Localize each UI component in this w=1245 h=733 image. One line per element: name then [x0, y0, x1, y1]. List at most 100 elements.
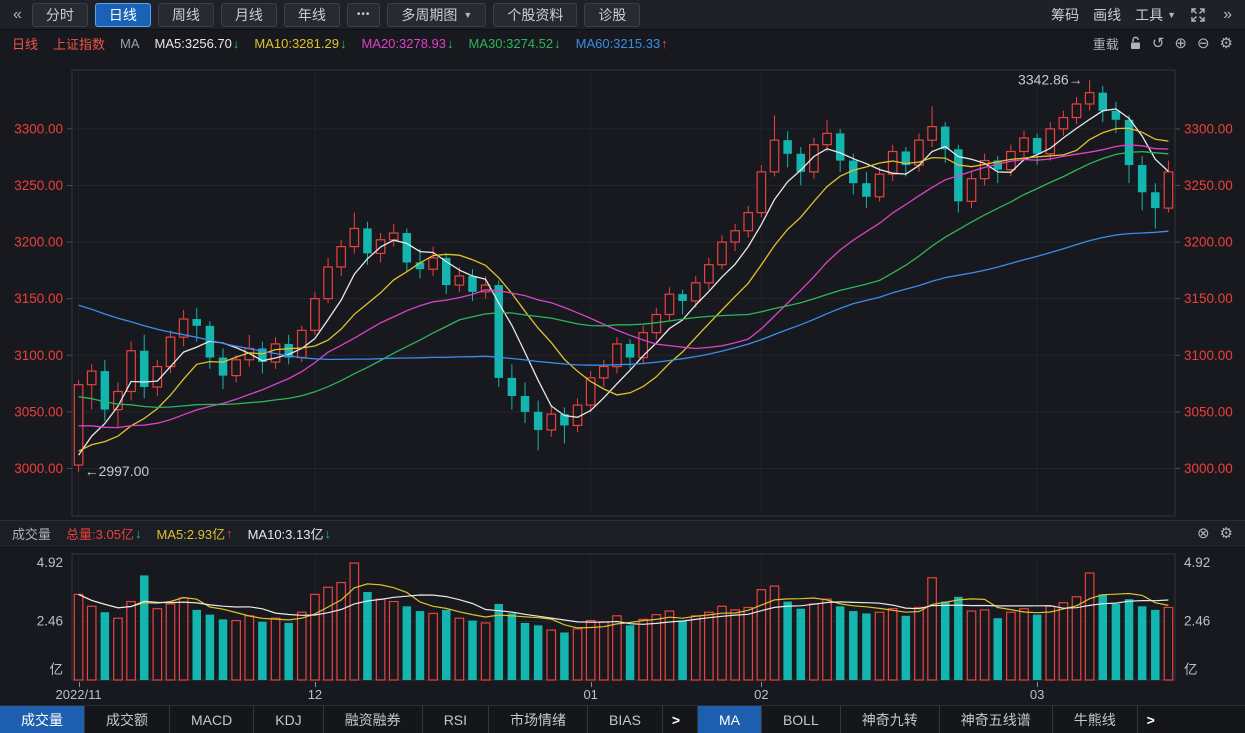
- indicator-tab[interactable]: MACD: [170, 706, 255, 733]
- svg-text:3300.00: 3300.00: [1184, 121, 1233, 136]
- indicator-tab[interactable]: 成交额: [85, 706, 170, 733]
- sub-indicator-tabs: 成交量 成交额 MACD KDJ 融资融券 RSI 市场情绪 BIAS: [0, 706, 663, 733]
- arrow-down-icon: ↓: [447, 35, 454, 51]
- time-axis-tick: [78, 682, 80, 687]
- zoom-out-icon[interactable]: ⊖: [1196, 34, 1210, 52]
- settings-gear-icon[interactable]: ⚙: [1219, 34, 1233, 52]
- svg-text:2.46: 2.46: [1184, 614, 1210, 629]
- time-axis-tick: [314, 682, 316, 687]
- svg-text:亿: 亿: [50, 662, 64, 677]
- time-axis-label: 12: [307, 687, 323, 702]
- arrow-down-icon: ↓: [339, 35, 347, 51]
- svg-text:3200.00: 3200.00: [1184, 235, 1233, 250]
- indicator-tab[interactable]: RSI: [423, 706, 490, 733]
- close-circle-icon[interactable]: ⊗: [1196, 524, 1210, 542]
- indicator-tab[interactable]: BIAS: [588, 706, 663, 733]
- indicator-tab[interactable]: 神奇九转: [841, 706, 940, 733]
- arrow-down-icon: ↓: [134, 525, 142, 541]
- price-chart-svg: 3000.00 3000.00 3050.00 3050.00 3100.00 3100.…: [14, 69, 1233, 517]
- indicator-tab[interactable]: 融资融券: [324, 706, 423, 733]
- svg-text:亿: 亿: [1184, 662, 1198, 677]
- period-tab[interactable]: 分时: [31, 2, 88, 27]
- indicator-value: MA60:3215.33 ↑: [576, 36, 668, 51]
- indicator-tab[interactable]: MA: [696, 706, 762, 733]
- indicator-value: MA30:3274.52 ↓: [469, 36, 561, 51]
- indicator-value-label: MA60:3215.33: [575, 35, 661, 51]
- indicator-value-label: MA10:3.13亿: [247, 526, 324, 542]
- volume-indicator-bar: 成交量 总量:3.05亿 ↓ MA5:2.93亿 ↑ MA10:3.13亿 ↓ ⊗ ⚙: [0, 520, 1245, 546]
- symbol-name[interactable]: 上证指数: [53, 36, 106, 52]
- indicator-tab[interactable]: 神奇五线谱: [940, 706, 1053, 733]
- more-overlay-indicators-icon[interactable]: >: [1146, 711, 1155, 728]
- indicator-value-label: 总量:3.05亿: [66, 526, 134, 542]
- overlay-indicator-tabs: MA BOLL 神奇九转 神奇五线谱 牛熊线: [696, 706, 1138, 733]
- svg-text:←2997.00: ←2997.00: [85, 463, 150, 479]
- multi-period-chart-button[interactable]: 多周期图 ▼: [387, 2, 487, 27]
- svg-text:4.92: 4.92: [37, 555, 63, 570]
- indicator-value: MA20:3278.93 ↓: [361, 36, 453, 51]
- indicator-tab[interactable]: BOLL: [762, 706, 841, 733]
- time-axis-label: 02: [754, 687, 769, 702]
- reload-button[interactable]: 重载: [1092, 36, 1119, 52]
- svg-text:3100.00: 3100.00: [1184, 348, 1233, 363]
- arrow-up-icon: ↑: [661, 35, 668, 51]
- forward-chevrons-icon[interactable]: »: [1223, 5, 1232, 23]
- draw-line-button[interactable]: 画线: [1093, 6, 1122, 23]
- time-axis-label: 01: [583, 687, 598, 702]
- period-tab[interactable]: 日线: [94, 2, 151, 27]
- svg-text:3100.00: 3100.00: [14, 348, 63, 363]
- more-sub-indicators-icon[interactable]: >: [671, 711, 681, 728]
- svg-text:3050.00: 3050.00: [1184, 404, 1233, 419]
- indicator-tab-bar: 成交量 成交额 MACD KDJ 融资融券 RSI 市场情绪 BIAS > MA BOLL 神奇九…: [0, 705, 1245, 733]
- back-chevrons-icon[interactable]: «: [13, 5, 22, 23]
- arrow-down-icon: ↓: [232, 35, 240, 51]
- svg-text:3000.00: 3000.00: [14, 461, 63, 476]
- undo-icon[interactable]: ↺: [1151, 34, 1165, 52]
- time-axis-label: 2022/11: [55, 687, 102, 702]
- svg-text:3150.00: 3150.00: [1184, 291, 1233, 306]
- arrow-up-icon: ↑: [226, 525, 233, 541]
- indicator-value-label: MA10:3281.29: [254, 35, 339, 51]
- period-tab[interactable]: 周线: [157, 2, 214, 27]
- indicator-value: 总量:3.05亿 ↓: [66, 524, 141, 543]
- caret-down-icon: ▼: [1167, 9, 1177, 20]
- stock-info-button[interactable]: 个股资料: [493, 2, 578, 27]
- indicator-tab[interactable]: KDJ: [254, 706, 324, 733]
- price-chart[interactable]: 3000.00 3000.00 3050.00 3050.00 3100.00 3100.…: [0, 56, 1245, 520]
- indicator-value: MA5:2.93亿 ↑: [156, 524, 232, 543]
- svg-text:3150.00: 3150.00: [14, 291, 63, 306]
- svg-text:3342.86→: 3342.86→: [1018, 71, 1083, 87]
- diagnose-stock-button[interactable]: 诊股: [584, 2, 641, 27]
- indicator-tab[interactable]: 市场情绪: [489, 706, 589, 733]
- tools-dropdown[interactable]: 工具 ▼: [1135, 5, 1176, 25]
- time-axis-label: 03: [1029, 687, 1045, 702]
- lock-open-icon[interactable]: [1129, 36, 1142, 50]
- time-axis: 2022/11 12 01 02 03: [0, 682, 1245, 705]
- period-label[interactable]: 日线: [12, 36, 39, 52]
- zoom-in-icon[interactable]: ⊕: [1174, 34, 1187, 52]
- more-periods-button[interactable]: •••: [346, 2, 381, 27]
- period-tab-group: 分时 日线 周线 月线 年线: [31, 2, 340, 27]
- top-toolbar-right: 筹码 画线 工具 ▼ »: [1051, 5, 1235, 25]
- period-tab[interactable]: 年线: [283, 2, 340, 27]
- chips-button[interactable]: 筹码: [1051, 6, 1080, 23]
- fullscreen-icon[interactable]: [1190, 7, 1206, 23]
- indicator-tab[interactable]: 成交量: [0, 706, 85, 733]
- svg-text:3050.00: 3050.00: [14, 404, 63, 419]
- top-toolbar: « 分时 日线 周线 月线 年线 ••• 多周期图 ▼ 个股资料 诊股 筹码 画线 工具…: [0, 0, 1245, 30]
- caret-down-icon: ▼: [463, 9, 473, 20]
- multi-period-label: 多周期图: [401, 6, 458, 23]
- arrow-down-icon: ↓: [324, 525, 331, 541]
- arrow-down-icon: ↓: [554, 35, 561, 51]
- volume-chart[interactable]: 4.92 4.92 2.46 2.46 亿 亿: [0, 546, 1245, 682]
- price-indicator-bar: 日线 上证指数 MA MA5:3256.70 ↓ MA10:3281.29 ↓ MA20…: [0, 30, 1245, 56]
- time-axis-tick: [1037, 682, 1039, 687]
- svg-text:3250.00: 3250.00: [14, 178, 63, 193]
- volume-settings-gear-icon[interactable]: ⚙: [1219, 524, 1233, 542]
- svg-text:3200.00: 3200.00: [14, 235, 63, 250]
- indicator-tab[interactable]: 牛熊线: [1053, 706, 1138, 733]
- period-tab[interactable]: 月线: [220, 2, 277, 27]
- indicator-value: MA10:3281.29 ↓: [254, 36, 346, 51]
- indicator-value-label: MA5:3256.70: [154, 35, 232, 51]
